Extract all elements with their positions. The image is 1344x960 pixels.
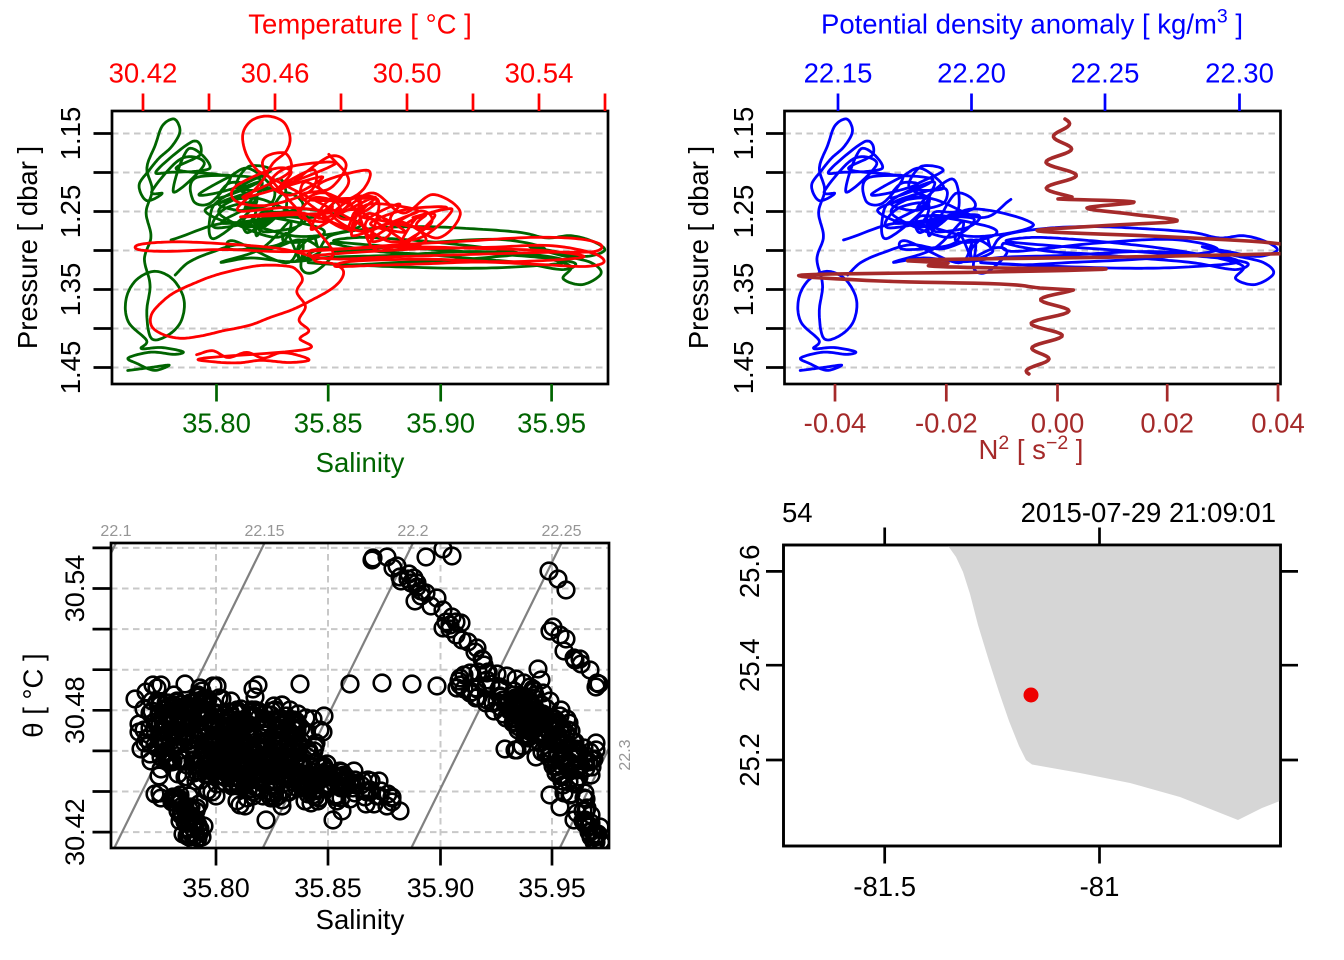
svg-text:N2 [ s−2 ]: N2 [ s−2 ] — [979, 432, 1084, 465]
svg-text:1.25: 1.25 — [55, 185, 86, 239]
svg-text:54: 54 — [782, 497, 813, 528]
svg-text:1.15: 1.15 — [55, 107, 86, 161]
svg-text:35.95: 35.95 — [518, 873, 586, 903]
svg-text:35.95: 35.95 — [517, 408, 586, 439]
svg-text:22.25: 22.25 — [541, 523, 581, 540]
svg-text:22.1: 22.1 — [100, 523, 131, 540]
svg-text:30.54: 30.54 — [60, 555, 90, 623]
svg-text:35.80: 35.80 — [182, 873, 250, 903]
svg-text:Pressure [ dbar ]: Pressure [ dbar ] — [683, 146, 714, 349]
svg-text:22.15: 22.15 — [244, 523, 284, 540]
svg-text:25.2: 25.2 — [734, 733, 765, 787]
svg-text:30.50: 30.50 — [373, 58, 442, 89]
svg-text:-0.04: -0.04 — [804, 408, 867, 439]
svg-text:30.46: 30.46 — [241, 58, 310, 89]
svg-text:35.90: 35.90 — [406, 408, 475, 439]
svg-text:1.35: 1.35 — [55, 263, 86, 317]
svg-text:Potential density anomaly [ kg: Potential density anomaly [ kg/m3 ] — [821, 6, 1243, 40]
svg-text:2015-07-29 21:09:01: 2015-07-29 21:09:01 — [1021, 497, 1276, 528]
svg-text:22.2: 22.2 — [397, 523, 428, 540]
svg-text:25.6: 25.6 — [734, 545, 765, 599]
svg-text:Temperature [ °C ]: Temperature [ °C ] — [248, 9, 471, 40]
svg-text:22.20: 22.20 — [937, 58, 1006, 89]
svg-text:Salinity: Salinity — [316, 447, 405, 478]
svg-text:22.3: 22.3 — [617, 739, 634, 770]
svg-text:1.35: 1.35 — [728, 263, 759, 317]
svg-text:-81: -81 — [1080, 871, 1120, 902]
svg-text:30.48: 30.48 — [60, 677, 90, 745]
svg-text:1.15: 1.15 — [728, 107, 759, 161]
svg-text:30.42: 30.42 — [109, 58, 178, 89]
svg-text:0.02: 0.02 — [1140, 408, 1194, 439]
svg-text:35.80: 35.80 — [182, 408, 251, 439]
svg-text:22.25: 22.25 — [1071, 58, 1140, 89]
svg-text:θ [ °C ]: θ [ °C ] — [18, 653, 49, 737]
svg-text:35.85: 35.85 — [294, 873, 362, 903]
svg-text:Salinity: Salinity — [316, 904, 405, 935]
svg-text:30.54: 30.54 — [505, 58, 574, 89]
svg-text:35.85: 35.85 — [294, 408, 363, 439]
svg-text:1.45: 1.45 — [728, 341, 759, 395]
svg-text:-81.5: -81.5 — [853, 871, 916, 902]
svg-text:Pressure [ dbar ]: Pressure [ dbar ] — [12, 146, 43, 349]
svg-text:1.45: 1.45 — [55, 341, 86, 395]
svg-text:25.4: 25.4 — [734, 638, 765, 692]
svg-text:22.15: 22.15 — [804, 58, 873, 89]
svg-text:35.90: 35.90 — [407, 873, 475, 903]
svg-text:22.30: 22.30 — [1205, 58, 1274, 89]
svg-text:-0.02: -0.02 — [915, 408, 978, 439]
svg-text:0.04: 0.04 — [1251, 408, 1305, 439]
svg-text:30.42: 30.42 — [60, 798, 90, 866]
svg-text:1.25: 1.25 — [728, 185, 759, 239]
svg-text:0.00: 0.00 — [1031, 408, 1085, 439]
